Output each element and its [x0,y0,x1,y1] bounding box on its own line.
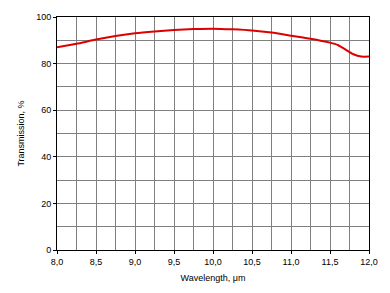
svg-text:9,0: 9,0 [129,257,142,267]
svg-text:11,0: 11,0 [283,257,300,267]
svg-text:11,5: 11,5 [322,257,339,267]
svg-text:0: 0 [46,245,51,255]
svg-text:9,5: 9,5 [168,257,181,267]
svg-text:20: 20 [41,199,51,209]
svg-text:8,5: 8,5 [90,257,103,267]
svg-text:10,5: 10,5 [243,257,261,267]
svg-text:40: 40 [41,152,51,162]
svg-text:Wavelength, μm: Wavelength, μm [181,273,246,283]
svg-text:80: 80 [41,59,51,69]
svg-text:100: 100 [36,12,51,22]
svg-text:8,0: 8,0 [51,257,64,267]
svg-text:10,0: 10,0 [204,257,222,267]
svg-text:Transmission, %: Transmission, % [16,100,26,166]
svg-text:12,0: 12,0 [360,257,378,267]
svg-text:60: 60 [41,105,51,115]
